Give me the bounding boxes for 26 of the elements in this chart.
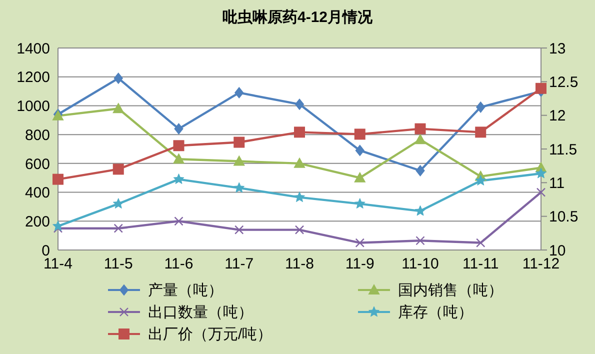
y-tick-label: 1000 <box>16 98 50 116</box>
x-tick-label: 11-10 <box>402 256 439 273</box>
y2-tick-label: 13 <box>549 40 566 58</box>
legend-label: 库存（吨） <box>398 302 473 322</box>
x-tick-label: 11-6 <box>164 256 194 273</box>
y2-tick-label: 11 <box>549 174 565 192</box>
x-tick-label: 11-5 <box>104 256 133 273</box>
legend-label: 国内销售（吨） <box>398 280 503 300</box>
x-tick-label: 11-11 <box>462 256 499 273</box>
y2-tick-label: 10.5 <box>549 208 578 226</box>
x-tick-label: 11-7 <box>224 256 254 273</box>
y2-tick-label: 12.5 <box>549 74 578 91</box>
legend-label: 出口数量（吨） <box>148 302 253 322</box>
chart-title: 吡虫啉原药4-12月情况 <box>221 8 374 27</box>
y-tick-label: 1400 <box>16 40 50 58</box>
x-tick-label: 11-9 <box>345 256 374 273</box>
y-tick-label: 400 <box>24 184 50 202</box>
y-tick-label: 800 <box>24 126 50 144</box>
y2-tick-label: 12 <box>549 108 566 125</box>
y-tick-label: 200 <box>24 213 50 230</box>
y-tick-label: 600 <box>24 156 50 173</box>
legend-label: 产量（吨） <box>148 280 223 300</box>
legend-label: 出厂价（万元/吨） <box>148 324 272 344</box>
y-tick-label: 1200 <box>16 69 50 86</box>
x-tick-label: 11-8 <box>285 256 314 273</box>
y2-tick-label: 11.5 <box>549 141 578 158</box>
